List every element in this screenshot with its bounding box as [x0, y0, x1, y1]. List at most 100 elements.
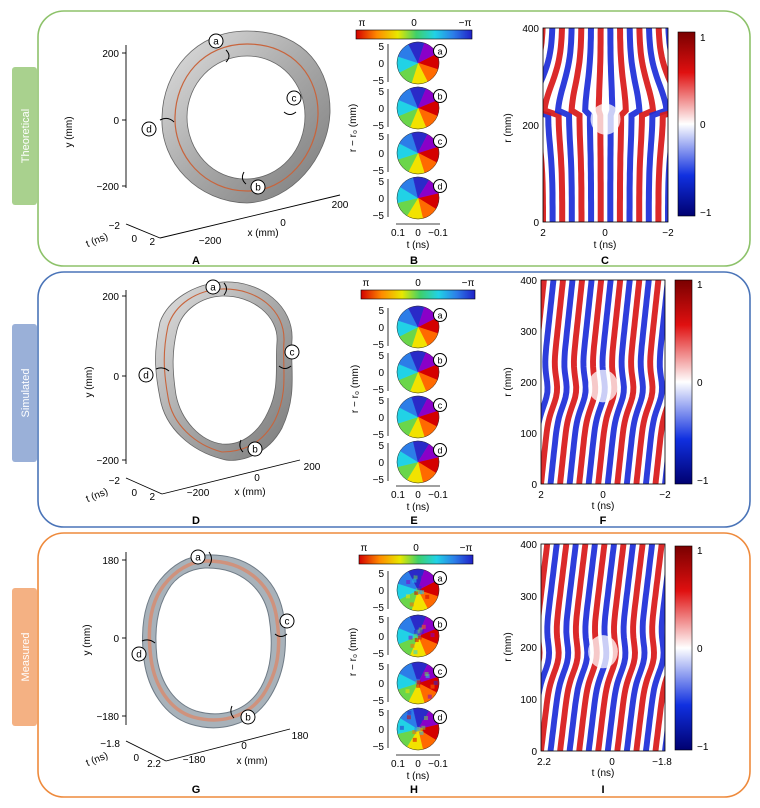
field-y-tick: 0 — [533, 218, 539, 229]
field-cb-tick: 1 — [700, 33, 706, 44]
field-panel-f: 400 300 200 100 0 r (mm) 2 0 −2 t (ns) 1… — [503, 276, 716, 512]
phase-disc-b: b — [397, 351, 447, 393]
phase-y-tick: 0 — [378, 632, 384, 643]
phase-noise — [410, 602, 414, 606]
phase-noise — [413, 738, 417, 742]
field-cb-tick: 0 — [697, 644, 703, 655]
phase-y-tick: 0 — [378, 458, 384, 469]
field-y-label: r (mm) — [503, 367, 514, 396]
phase-disc-b: b — [397, 87, 447, 129]
phase-panel-b: π 0 −π r − r₀ (mm) a b c d — [348, 18, 472, 251]
ring-y-tick: −180 — [96, 712, 119, 723]
phase-noise — [420, 630, 424, 634]
ring-x-tick: 0 — [280, 218, 286, 229]
phase-noise — [412, 579, 416, 583]
phase-panel-e: π 0 −π r − r₀ (mm) a b c d — [350, 278, 475, 513]
field-y-tick: 400 — [522, 24, 539, 35]
phase-noise — [421, 576, 425, 580]
phase-y-tick: 5 — [378, 708, 384, 719]
phase-t-label: t (ns) — [407, 771, 430, 782]
phase-bar-label: 0 — [413, 543, 419, 554]
ring-t-tick: −2 — [109, 221, 121, 232]
ring-y-tick: 0 — [113, 372, 119, 383]
phase-y-tick: −5 — [373, 475, 385, 486]
phase-colorbar — [359, 555, 473, 564]
phase-bar-label: −π — [462, 278, 475, 289]
ring-t-tick: 2 — [149, 237, 155, 248]
phase-disc-marker: b — [437, 356, 442, 366]
ring-t-label: t (ns) — [84, 231, 109, 250]
phase-y-tick: 0 — [378, 59, 384, 70]
phase-colorbar — [356, 30, 472, 39]
field-y-tick: 200 — [522, 121, 539, 132]
field-singularity — [588, 370, 618, 403]
phase-noise — [406, 580, 410, 584]
phase-disc-b: b — [397, 615, 447, 657]
marker-c-label: c — [290, 348, 295, 359]
phase-y-tick: 5 — [378, 615, 384, 626]
ring-x-tick: −180 — [183, 755, 206, 766]
row-theoretical: Theoretical 200 0 −200 y (mm) −2 0 2 t (… — [12, 11, 750, 267]
phase-noise — [400, 726, 404, 730]
phase-noise — [406, 689, 410, 693]
ring-panel-a: 200 0 −200 y (mm) −2 0 2 t (ns) −200 0 2… — [64, 31, 349, 250]
marker-b-label: b — [255, 183, 261, 194]
phase-disc-c: c — [397, 396, 447, 438]
phase-disc-a: a — [397, 569, 447, 611]
marker-c: c — [284, 91, 301, 115]
field-cb-tick: 1 — [697, 280, 703, 291]
row-measured: Measured 180 0 −180 y (mm) −1.8 0 2.2 t … — [12, 533, 750, 797]
phase-y-tick: 5 — [378, 87, 384, 98]
field-panel-i: 400 300 200 100 0 r (mm) 2.2 0 −1.8 t (n… — [503, 540, 719, 779]
ring-t-tick: 2 — [149, 492, 155, 503]
field-colorbar — [675, 546, 692, 750]
phase-noise — [417, 680, 421, 684]
field-x-tick: 0 — [609, 757, 615, 768]
panel-label: F — [600, 515, 607, 527]
phase-noise — [425, 672, 429, 676]
ring-y-tick: 200 — [102, 49, 119, 60]
ring-y-tick: 0 — [113, 116, 119, 127]
phase-t-tick: 0.1 — [391, 228, 405, 239]
phase-y-tick: 0 — [378, 194, 384, 205]
ring-y-label: y (mm) — [64, 116, 75, 147]
field-cb-tick: 0 — [697, 378, 703, 389]
ring-t-tick: −2 — [109, 476, 121, 487]
marker-a-label: a — [213, 37, 219, 48]
field-x-tick: −2 — [662, 228, 674, 239]
phase-noise — [424, 716, 428, 720]
ring-t-tick: 0 — [131, 234, 137, 245]
row-tag-label: Measured — [20, 633, 32, 682]
phase-t-tick: 0 — [415, 228, 421, 239]
ring-x-tick: 200 — [332, 200, 349, 211]
field-cb-tick: 1 — [697, 546, 703, 557]
field-x-tick: 0 — [600, 490, 606, 501]
phase-noise — [409, 636, 413, 640]
ring-y-tick: −200 — [96, 182, 119, 193]
phase-noise — [434, 681, 438, 685]
phase-disc-marker: d — [437, 446, 442, 456]
ring-y-label: y (mm) — [82, 624, 93, 655]
phase-bar-label: 0 — [411, 18, 417, 29]
ring-y-tick: 0 — [113, 634, 119, 645]
phase-disc-marker: b — [437, 620, 442, 630]
phase-y-tick: 0 — [378, 413, 384, 424]
phase-bar-label: π — [359, 18, 366, 29]
phase-noise — [406, 594, 410, 598]
phase-disc-c: c — [397, 662, 447, 704]
marker-b-label: b — [245, 713, 251, 724]
phase-y-tick: 0 — [378, 368, 384, 379]
field-y-tick: 400 — [520, 276, 537, 287]
phase-disc-marker: c — [438, 137, 443, 147]
phase-y-tick: 5 — [378, 351, 384, 362]
phase-t-label: t (ns) — [407, 240, 430, 251]
ring-y-tick: 200 — [102, 292, 119, 303]
phase-noise — [402, 681, 406, 685]
ring-torus — [162, 31, 330, 203]
field-cb-tick: −1 — [697, 742, 709, 753]
marker-d-label: d — [143, 371, 149, 382]
field-x-tick: 2.2 — [537, 757, 551, 768]
phase-t-tick: −0.1 — [428, 228, 448, 239]
phase-bar-label: π — [363, 278, 370, 289]
panel-label: D — [192, 515, 200, 527]
